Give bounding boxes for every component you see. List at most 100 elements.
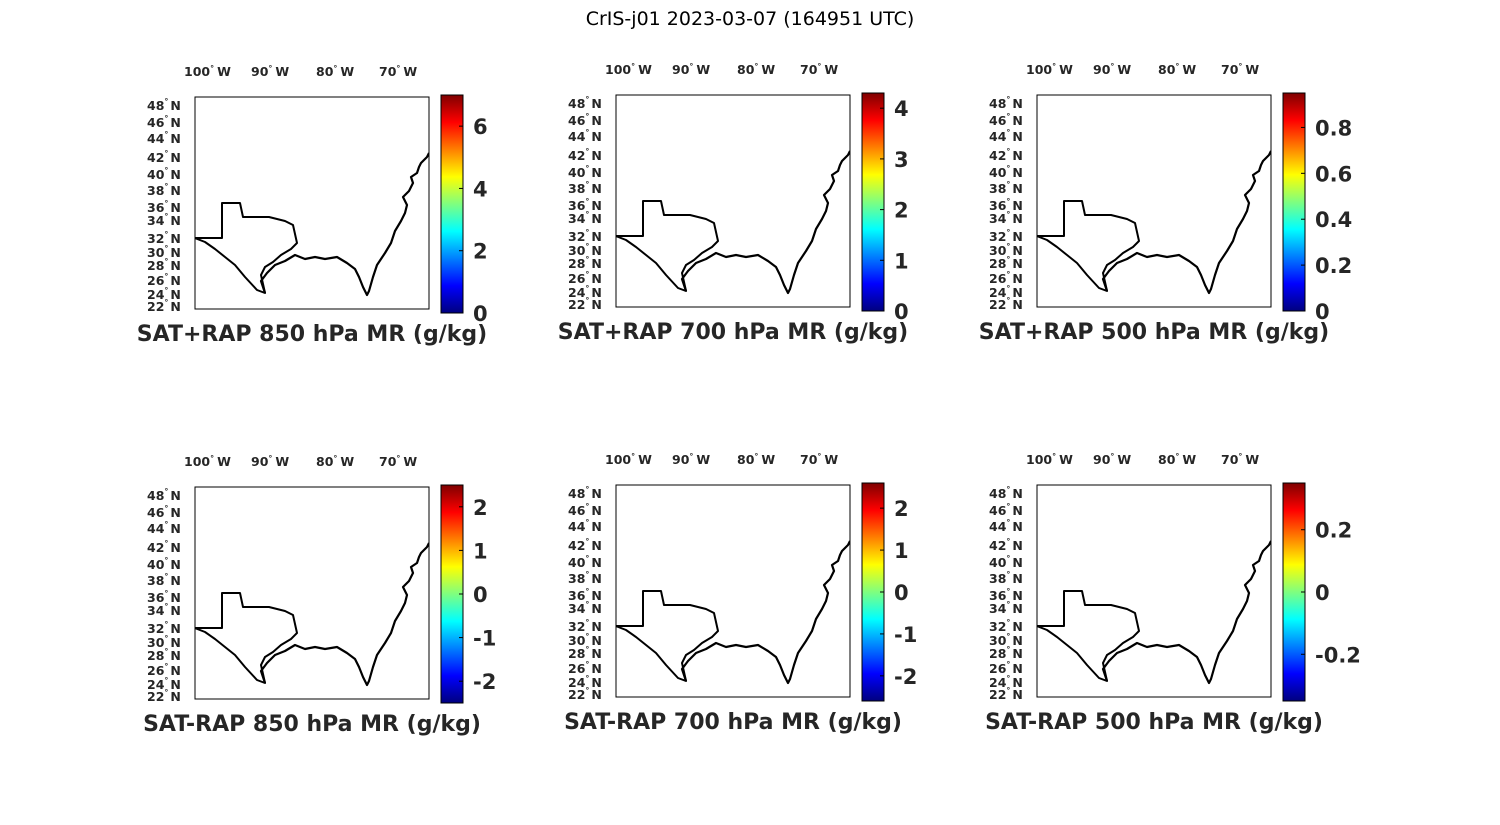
- coastline: [259, 152, 429, 297]
- longitude-tick-label: 70° W: [800, 62, 838, 77]
- figure-title: CrIS-j01 2023-03-07 (164951 UTC): [585, 8, 915, 30]
- colorbar: [861, 92, 885, 312]
- longitude-tick-label: 70° W: [1221, 62, 1259, 77]
- latitude-tick-label: 40° N: [568, 164, 602, 180]
- latitude-tick-label: 38° N: [568, 180, 602, 196]
- colorbar-tick-label: 0: [1315, 300, 1330, 324]
- coastline: [680, 150, 850, 295]
- latitude-tick-label: 46° N: [147, 504, 181, 520]
- map-area: [1036, 94, 1272, 308]
- map-area: [194, 486, 430, 700]
- longitude-tick-label: 80° W: [1158, 62, 1196, 77]
- latitude-tick-label: 46° N: [147, 114, 181, 130]
- latitude-tick-label: 28° N: [989, 255, 1023, 271]
- longitude-tick-label: 100° W: [184, 64, 231, 79]
- longitude-tick-label: 70° W: [1221, 452, 1259, 467]
- colorbar-tick-label: 0.6: [1315, 162, 1352, 186]
- latitude-tick-label: 34° N: [147, 602, 181, 618]
- latitude-tick-label: 24° N: [568, 284, 602, 300]
- map-panel-svg: 100° W 90° W 80° W 70° W 48° N46° N44° N 42° N40° N38°…: [985, 452, 1361, 735]
- latitude-tick-label: 24° N: [989, 284, 1023, 300]
- longitude-tick-label: 80° W: [737, 452, 775, 467]
- colorbar-tick-label: 0: [473, 302, 488, 326]
- colorbar-tick-label: 2: [473, 496, 488, 520]
- coastline: [259, 542, 429, 687]
- latitude-tick-label: 36° N: [568, 197, 602, 213]
- colorbar-tick-label: 4: [894, 97, 909, 121]
- colorbar-tick-label: 2: [473, 240, 488, 264]
- latitude-tick-label: 30° N: [147, 244, 181, 260]
- latitude-tick-label: 48° N: [568, 485, 602, 501]
- latitude-tick-label: 46° N: [568, 502, 602, 518]
- latitude-tick-label: 22° N: [568, 686, 602, 702]
- latitude-tick-label: 36° N: [568, 587, 602, 603]
- latitude-tick-label: 26° N: [147, 272, 181, 288]
- latitude-tick-label: 26° N: [568, 660, 602, 676]
- colorbar-tick-label: -0.2: [1315, 643, 1361, 667]
- latitude-tick-label: 42° N: [147, 149, 181, 165]
- colorbar-tick-label: 2: [894, 199, 909, 223]
- latitude-tick-label: 34° N: [989, 210, 1023, 226]
- map-area: [194, 96, 430, 310]
- colorbar-tick-label: 0: [894, 581, 909, 605]
- colorbar: [1282, 92, 1306, 312]
- map-area: [1036, 484, 1272, 698]
- colorbar-tick-label: 0: [894, 300, 909, 324]
- latitude-tick-label: 24° N: [147, 676, 181, 692]
- panel-title: SAT+RAP 500 hPa MR (g/kg): [979, 320, 1329, 345]
- latitude-tick-label: 32° N: [147, 230, 181, 246]
- longitude-tick-label: 80° W: [737, 62, 775, 77]
- coastline: [1101, 150, 1271, 295]
- colorbar-tick-label: 3: [894, 148, 909, 172]
- latitude-tick-label: 40° N: [989, 164, 1023, 180]
- state-boundaries: [1037, 590, 1140, 682]
- latitude-tick-label: 22° N: [989, 686, 1023, 702]
- latitude-tick-label: 32° N: [147, 620, 181, 636]
- latitude-tick-label: 22° N: [147, 688, 181, 704]
- latitude-tick-label: 24° N: [989, 674, 1023, 690]
- longitude-tick-label: 100° W: [605, 62, 652, 77]
- colorbar-tick-label: 0: [1315, 581, 1330, 605]
- latitude-tick-label: 42° N: [989, 537, 1023, 553]
- latitude-tick-label: 28° N: [147, 257, 181, 273]
- colorbar-tick-label: 4: [473, 177, 488, 201]
- latitude-tick-label: 44° N: [989, 518, 1023, 534]
- colorbar-tick-label: 0.4: [1315, 208, 1352, 232]
- colorbar-tick-label: -1: [473, 627, 496, 651]
- latitude-tick-label: 22° N: [989, 296, 1023, 312]
- latitude-tick-label: 48° N: [989, 95, 1023, 111]
- map-area: [615, 484, 851, 698]
- latitude-tick-label: 48° N: [989, 485, 1023, 501]
- latitude-tick-label: 36° N: [147, 589, 181, 605]
- map-panel-svg: 100° W 90° W 80° W 70° W 48° N46° N44° N 42° N40° N38°…: [137, 64, 488, 347]
- latitude-tick-label: 26° N: [989, 660, 1023, 676]
- latitude-tick-label: 30° N: [568, 242, 602, 258]
- longitude-tick-label: 100° W: [1026, 62, 1073, 77]
- panel-title: SAT+RAP 850 hPa MR (g/kg): [137, 322, 487, 347]
- colorbar-tick-label: -2: [473, 670, 496, 694]
- panel-title: SAT-RAP 500 hPa MR (g/kg): [985, 710, 1323, 735]
- latitude-tick-label: 26° N: [147, 662, 181, 678]
- latitude-tick-label: 34° N: [568, 600, 602, 616]
- longitude-tick-label: 70° W: [800, 452, 838, 467]
- panel-title: SAT-RAP 700 hPa MR (g/kg): [564, 710, 902, 735]
- latitude-tick-label: 38° N: [147, 182, 181, 198]
- longitude-tick-label: 90° W: [672, 452, 710, 467]
- colorbar-tick-label: -1: [894, 623, 917, 647]
- colorbar-tick-label: 0.8: [1315, 116, 1352, 140]
- state-boundaries: [616, 590, 719, 682]
- state-boundaries: [1037, 200, 1140, 292]
- latitude-tick-label: 46° N: [989, 112, 1023, 128]
- coastline: [680, 540, 850, 685]
- latitude-tick-label: 28° N: [147, 647, 181, 663]
- longitude-tick-label: 100° W: [184, 454, 231, 469]
- colorbar: [440, 94, 464, 314]
- colorbar-tick-label: -2: [894, 665, 917, 689]
- latitude-tick-label: 36° N: [989, 197, 1023, 213]
- longitude-tick-label: 90° W: [251, 454, 289, 469]
- map-area: [615, 94, 851, 308]
- latitude-tick-label: 48° N: [147, 487, 181, 503]
- latitude-tick-label: 42° N: [568, 147, 602, 163]
- colorbar-tick-label: 1: [473, 539, 488, 563]
- latitude-tick-label: 44° N: [147, 520, 181, 536]
